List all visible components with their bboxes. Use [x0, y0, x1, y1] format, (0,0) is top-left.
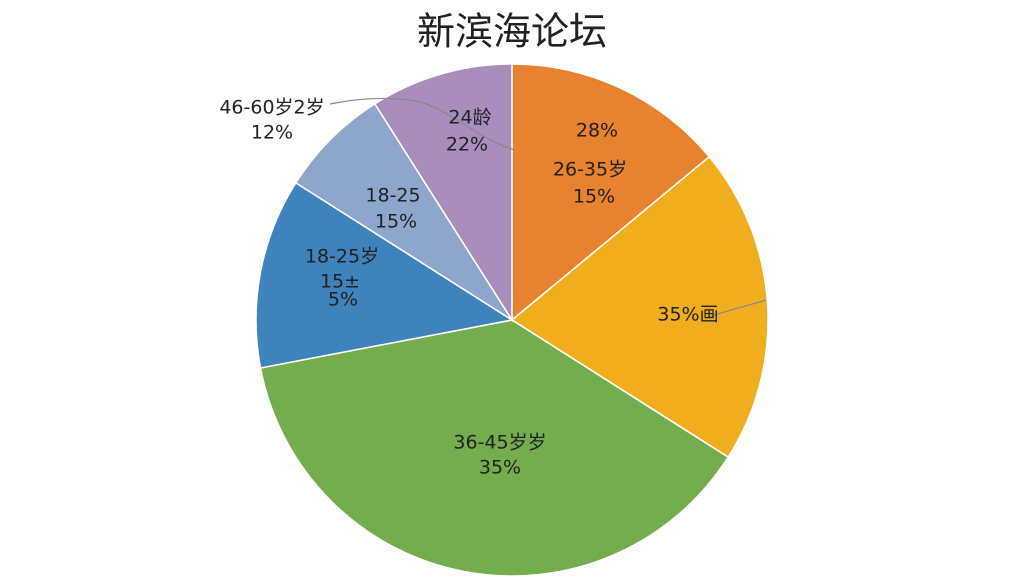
slice-label: 22% [446, 134, 488, 156]
slice-label: 5% [328, 289, 358, 311]
leader-line [704, 299, 767, 319]
slice-label: 26-35岁 [553, 159, 627, 181]
chart-title: 新滨海论坛 [417, 10, 607, 54]
pie-slice [373, 63, 513, 323]
slice-label: 46-60岁2岁 [219, 97, 324, 119]
slice-label: 24龄 [448, 107, 491, 129]
pie-slice [259, 319, 730, 577]
slice-label: 15% [375, 211, 417, 233]
pie-slice [255, 181, 515, 369]
labels: 46-60岁2岁 12% 24龄 22% 28% 26-35岁 15% 18-25 15% 18-… [219, 97, 718, 479]
slice-label: 15± [320, 271, 360, 293]
slice-label: 36-45岁岁 [453, 432, 546, 454]
slice-label: 18-25 [365, 185, 420, 207]
slice-label: 18-25岁 [305, 246, 379, 268]
slice-label: 28% [576, 120, 618, 142]
pie-slice [294, 102, 513, 321]
slice-label: 35%画 [657, 304, 718, 326]
slice-label: 35% [479, 457, 521, 479]
pie-slice [510, 155, 769, 459]
leader-line [329, 97, 516, 151]
pie-slice [511, 63, 711, 322]
slice-label: 15% [573, 186, 615, 208]
pie [255, 63, 769, 577]
slice-label: 12% [251, 122, 293, 144]
